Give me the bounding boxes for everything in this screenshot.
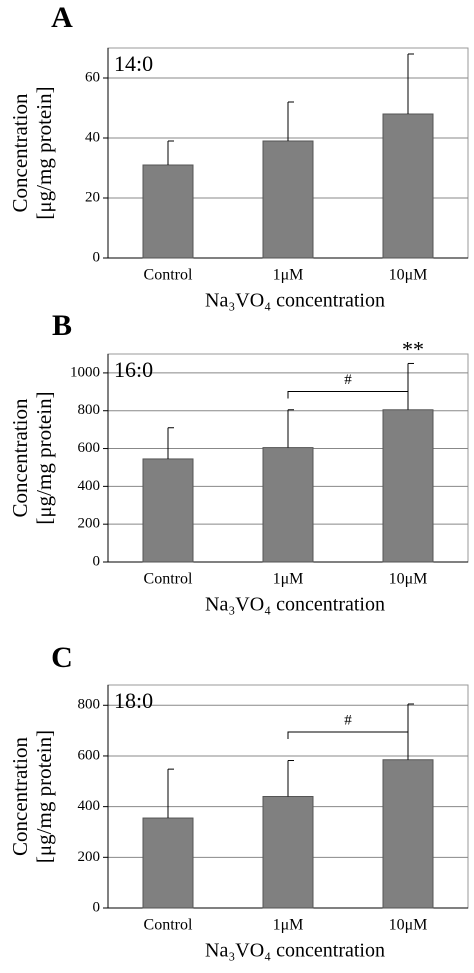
y-tick-label: 1000 (70, 364, 100, 380)
bar (142, 458, 194, 563)
y-tick-label: 40 (85, 129, 100, 145)
y-tick-label: 0 (93, 553, 101, 569)
x-tick-label: 10μM (389, 267, 428, 284)
series-label: 18:0 (114, 688, 153, 713)
y-tick-label: 800 (78, 402, 101, 418)
y-axis-label-line: Concentration (8, 93, 32, 212)
x-axis-label: Na₃VO₄ concentration (205, 940, 385, 962)
x-tick-label: 10μM (389, 917, 428, 934)
y-axis-label-line: [μg/mg protein] (32, 86, 56, 219)
y-axis-label-line: Concentration (8, 737, 32, 856)
x-tick-label: Control (144, 267, 193, 284)
significance-label: # (344, 372, 352, 388)
x-tick-label: Control (144, 917, 193, 934)
significance-bracket (287, 731, 409, 740)
y-tick-label: 60 (85, 69, 100, 85)
bar (262, 796, 314, 909)
panel-letter: A (51, 1, 73, 34)
y-tick-label: 20 (85, 189, 100, 205)
bar (262, 447, 314, 563)
y-tick-label: 400 (78, 478, 101, 494)
series-label: 16:0 (114, 357, 153, 382)
panel-letter: B (52, 309, 72, 342)
y-tick-label: 0 (93, 899, 101, 915)
y-tick-label: 0 (93, 249, 101, 265)
significance-bracket (287, 390, 409, 399)
y-tick-label: 800 (78, 697, 101, 713)
x-axis-label: Na₃VO₄ concentration (205, 290, 385, 312)
y-tick-label: 600 (78, 440, 101, 456)
x-tick-label: Control (144, 571, 193, 588)
x-axis-label: Na₃VO₄ concentration (205, 594, 385, 616)
y-axis-label: Concentration[μg/mg protein] (8, 391, 56, 524)
bar (382, 113, 434, 259)
y-axis-label-line: Concentration (8, 398, 32, 517)
x-tick-label: 10μM (389, 571, 428, 588)
y-tick-label: 600 (78, 747, 101, 763)
y-tick-label: 200 (78, 516, 101, 532)
series-label: 14:0 (114, 51, 153, 76)
bar (382, 409, 434, 563)
x-tick-label: 1μM (273, 917, 304, 934)
y-tick-label: 400 (78, 798, 101, 814)
significance-label: # (344, 712, 352, 728)
y-axis-label-line: [μg/mg protein] (32, 391, 56, 524)
significance-label: ** (402, 337, 424, 362)
bar (382, 759, 434, 909)
x-tick-label: 1μM (273, 571, 304, 588)
y-axis-label-line: [μg/mg protein] (32, 730, 56, 863)
bar (262, 140, 314, 259)
bar (142, 164, 194, 259)
bar (142, 817, 194, 909)
y-tick-label: 200 (78, 849, 101, 865)
y-axis-label: Concentration[μg/mg protein] (8, 86, 56, 219)
y-axis-label: Concentration[μg/mg protein] (8, 730, 56, 863)
x-tick-label: 1μM (273, 267, 304, 284)
panel-letter: C (51, 641, 73, 674)
